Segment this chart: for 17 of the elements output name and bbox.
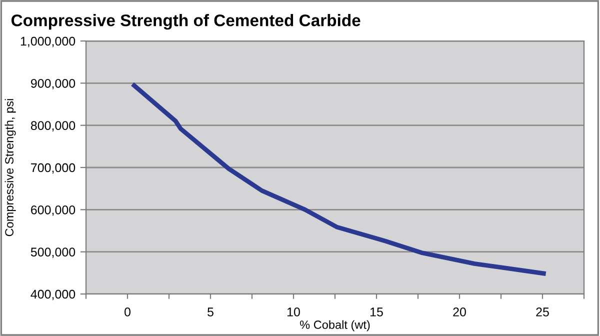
x-tick-label: 25 bbox=[536, 308, 549, 316]
line-series bbox=[130, 82, 548, 276]
y-tick-label: 600,000 bbox=[31, 205, 76, 216]
y-tick-label: 700,000 bbox=[31, 163, 76, 174]
y-tick-label: 1,000,000 bbox=[20, 36, 76, 48]
y-tick-label: 500,000 bbox=[30, 248, 76, 258]
x-tick-label: 5 bbox=[208, 308, 214, 316]
y-tick-label: 400,000 bbox=[30, 290, 76, 300]
y-tick-label: 800,000 bbox=[30, 121, 76, 132]
chart-title: Compressive Strength of Cemented Carbide bbox=[11, 14, 360, 30]
x-tick-label: 15 bbox=[370, 308, 383, 316]
x-tick-label: 0 bbox=[124, 308, 130, 316]
x-tick-label: 20 bbox=[453, 308, 466, 316]
x-axis-title: % Cobalt (wt) bbox=[300, 320, 370, 332]
x-tick-label: 10 bbox=[288, 308, 300, 316]
y-axis-title: Compressive Strength, psi bbox=[4, 99, 16, 236]
y-tick-label: 900,000 bbox=[30, 78, 76, 90]
